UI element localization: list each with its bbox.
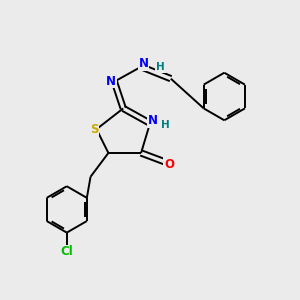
Text: H: H <box>161 120 170 130</box>
Text: O: O <box>164 158 174 171</box>
Text: N: N <box>106 74 116 88</box>
Text: Cl: Cl <box>60 245 73 258</box>
Text: N: N <box>139 57 148 70</box>
Text: S: S <box>90 123 98 136</box>
Text: N: N <box>148 114 158 128</box>
Text: H: H <box>156 62 165 72</box>
